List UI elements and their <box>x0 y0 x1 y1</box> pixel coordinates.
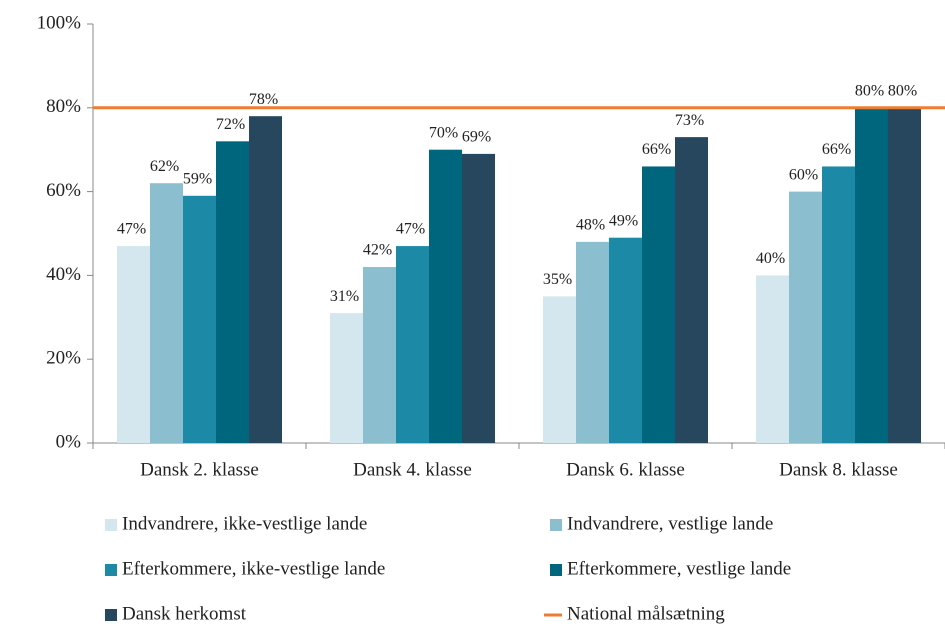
bar <box>642 166 675 443</box>
bar <box>330 313 363 443</box>
data-label: 66% <box>822 141 851 158</box>
legend-label: Efterkommere, ikke-vestlige lande <box>122 558 385 579</box>
bar <box>675 137 708 443</box>
bar <box>822 166 855 443</box>
data-label: 73% <box>675 112 704 129</box>
legend-swatch <box>105 519 117 531</box>
data-label: 66% <box>642 141 671 158</box>
legend-label: Indvandrere, vestlige lande <box>567 513 773 534</box>
bar <box>888 107 921 444</box>
bar <box>117 246 150 443</box>
legend-swatch <box>105 564 117 576</box>
data-label: 40% <box>756 250 785 267</box>
x-tick-label: Dansk 4. klasse <box>353 459 472 480</box>
bar <box>249 116 282 444</box>
data-label: 48% <box>576 217 605 234</box>
legend-swatch <box>105 609 117 621</box>
bar <box>183 195 216 443</box>
bar <box>855 107 888 444</box>
data-label: 62% <box>150 158 179 175</box>
data-label: 42% <box>363 242 392 259</box>
bar <box>756 275 789 443</box>
data-label: 80% <box>888 82 917 99</box>
bar <box>462 153 495 443</box>
legend-swatch <box>550 519 562 531</box>
bar <box>150 183 183 443</box>
bar <box>543 296 576 443</box>
y-tick-label: 60% <box>46 180 81 201</box>
data-label: 60% <box>789 166 818 183</box>
data-label: 31% <box>330 288 359 305</box>
x-tick-label: Dansk 8. klasse <box>779 459 898 480</box>
x-tick-label: Dansk 6. klasse <box>566 459 685 480</box>
bar <box>429 149 462 443</box>
data-label: 80% <box>855 82 884 99</box>
bar <box>396 246 429 443</box>
data-label: 47% <box>396 221 425 238</box>
legend-label: National målsætning <box>567 603 725 624</box>
data-label: 70% <box>429 124 458 141</box>
bar <box>576 241 609 443</box>
bar <box>216 141 249 443</box>
data-label: 49% <box>609 212 638 229</box>
legend-label: Efterkommere, vestlige lande <box>567 558 791 579</box>
y-tick-label: 0% <box>56 431 82 452</box>
x-tick-label: Dansk 2. klasse <box>140 459 259 480</box>
bar <box>789 191 822 443</box>
y-tick-label: 100% <box>37 12 82 33</box>
bar <box>609 237 642 443</box>
y-tick-label: 20% <box>46 348 81 369</box>
data-label: 59% <box>183 170 212 187</box>
data-label: 78% <box>249 91 278 108</box>
data-label: 35% <box>543 271 572 288</box>
legend-label: Indvandrere, ikke-vestlige lande <box>122 513 367 534</box>
legend-label: Dansk herkomst <box>122 603 247 624</box>
y-tick-label: 80% <box>46 96 81 117</box>
bar <box>363 267 396 443</box>
legend-swatch <box>550 564 562 576</box>
data-label: 72% <box>216 116 245 133</box>
data-label: 47% <box>117 221 146 238</box>
data-label: 69% <box>462 129 491 146</box>
y-tick-label: 40% <box>46 264 81 285</box>
